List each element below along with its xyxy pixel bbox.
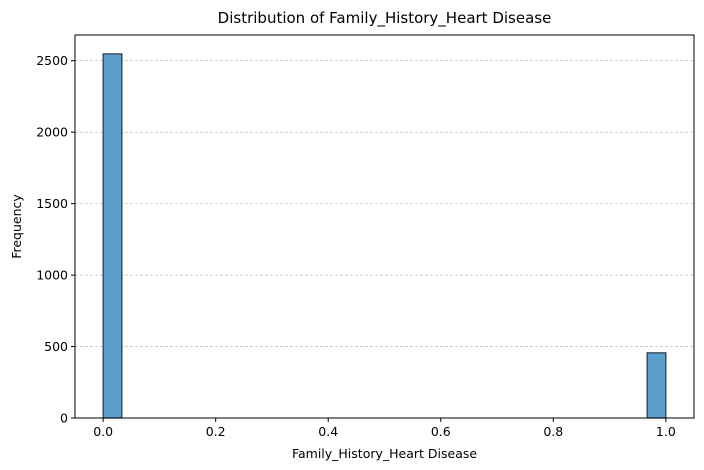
y-axis-ticks: 0 500 1000 1500 2000 2500 [36,53,75,426]
histogram-bars [102,53,667,419]
x-tick-label: 0.4 [318,424,338,439]
y-tick-label: 2000 [36,125,68,140]
plot-frame [74,34,695,419]
x-tick-label: 0.8 [543,424,563,439]
y-tick-label: 2500 [36,53,68,68]
x-tick-label: 0.2 [206,424,226,439]
x-tick-label: 1.0 [656,424,676,439]
chart-title: Distribution of Family_History_Heart Dis… [218,9,552,28]
grid-lines [75,60,694,347]
histogram-bar [102,53,123,419]
x-tick-label: 0.6 [431,424,451,439]
x-tick-label: 0.0 [93,424,113,439]
y-tick-label: 1000 [36,268,68,283]
histogram-bar [646,352,667,419]
y-tick-label: 0 [60,411,68,426]
y-tick-label: 500 [44,339,68,354]
x-axis-label: Family_History_Heart Disease [292,446,477,461]
y-axis-label: Frequency [9,194,24,259]
y-tick-label: 1500 [36,196,68,211]
x-axis-ticks: 0.0 0.2 0.4 0.6 0.8 1.0 [93,418,676,439]
